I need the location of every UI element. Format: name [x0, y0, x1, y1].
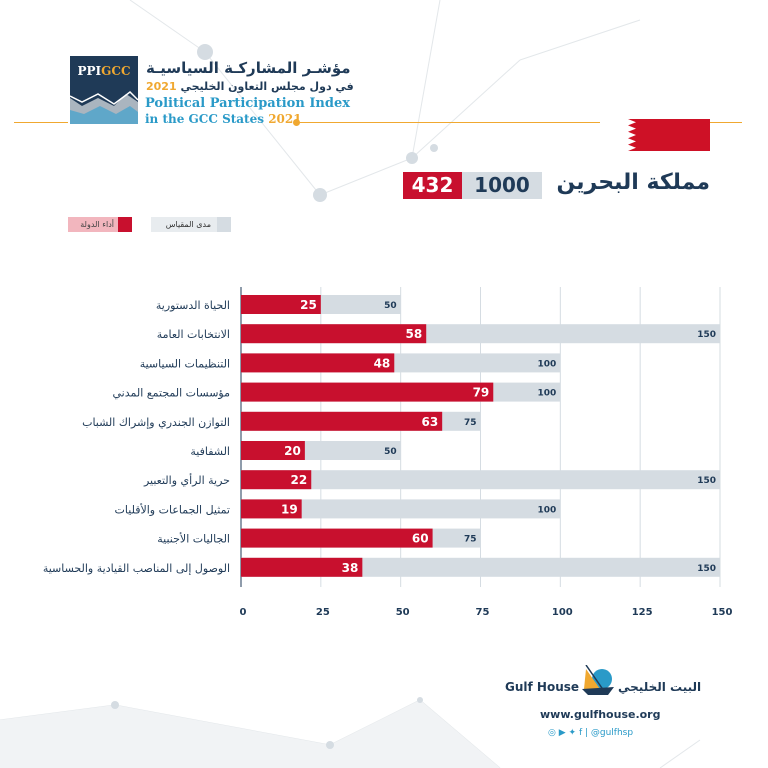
scale-value-label: 50	[384, 301, 397, 311]
state-value-label: 58	[406, 327, 423, 341]
instagram-icon[interactable]: ◎	[548, 728, 556, 738]
scale-value-label: 50	[384, 447, 397, 457]
x-tick-label: 125	[632, 607, 653, 618]
bahrain-flag-icon	[600, 119, 710, 151]
state-value-label: 48	[374, 356, 391, 370]
legend-swatch	[217, 217, 231, 232]
header-rule	[300, 122, 742, 123]
state-value-label: 19	[281, 502, 298, 516]
category-label: الانتخابات العامة	[157, 328, 230, 341]
scale-value-label: 100	[538, 505, 557, 515]
scale-bar	[241, 499, 561, 519]
legend-scale: مدى المقياس	[151, 217, 231, 232]
scale-total: 1000	[462, 172, 542, 199]
gulf-house-arabic: البيت الخليجي	[618, 680, 702, 694]
category-label: تمثيل الجماعات والأقليات	[115, 502, 230, 516]
x-tick-label: 50	[396, 607, 410, 618]
scale-value-label: 150	[697, 330, 716, 340]
state-value-label: 25	[300, 298, 317, 312]
social-links: ◎ ▶ ✦ f | @gulfhsp	[548, 728, 634, 738]
header-rule	[14, 122, 68, 123]
x-tick-label: 100	[552, 607, 573, 618]
state-bar	[241, 441, 305, 460]
scale-value-label: 100	[538, 389, 557, 399]
x-tick-label: 150	[712, 607, 733, 618]
state-value-label: 60	[412, 532, 429, 546]
category-label: حرية الرأي والتعبير	[143, 473, 230, 487]
x-tick-label: 0	[240, 607, 247, 618]
logo-graph-icon	[70, 91, 138, 124]
country-score: 432	[403, 172, 462, 199]
state-bar	[241, 324, 427, 344]
state-bar	[241, 528, 433, 548]
scale-bar	[241, 470, 720, 490]
category-label: الوصول إلى المناصب القيادية والحساسية	[43, 562, 230, 575]
state-value-label: 38	[342, 561, 359, 575]
country-name: مملكة البحرين	[556, 170, 710, 195]
scale-value-label: 75	[464, 535, 477, 545]
scale-value-label: 75	[464, 418, 477, 428]
gulf-house-logo-text: Gulf House	[505, 680, 580, 694]
legend-swatch	[118, 217, 132, 232]
category-label: الحياة الدستورية	[156, 299, 230, 312]
category-label: الجاليات الأجنبية	[157, 532, 230, 546]
scale-value-label: 150	[697, 564, 716, 574]
scale-value-label: 150	[697, 476, 716, 486]
category-label: التنظيمات السياسية	[140, 357, 230, 370]
state-value-label: 20	[284, 444, 301, 458]
legend-state: أداء الدولة	[68, 217, 132, 232]
website-link[interactable]: www.gulfhouse.org	[540, 708, 661, 721]
state-bar	[241, 557, 363, 577]
state-bar	[241, 382, 494, 402]
category-label: التوازن الجندري وإشراك الشباب	[82, 416, 230, 429]
bar-chart: 0 25 50 75 100 125 150 25 50 الحياة الدستورية 58 15…	[43, 287, 733, 618]
social-handle[interactable]: @gulfhsp	[590, 728, 634, 738]
scale-value-label: 100	[538, 359, 557, 369]
subtitle-english: in the GCC States 2021	[145, 112, 302, 126]
subtitle-arabic: في دول مجلس التعاون الخليجي 2021	[146, 80, 354, 93]
state-bar	[241, 411, 443, 431]
state-value-label: 79	[473, 386, 490, 400]
state-value-label: 63	[421, 415, 438, 429]
category-label: الشفافية	[190, 445, 230, 458]
state-value-label: 22	[291, 473, 308, 487]
category-label: مؤسسات المجتمع المدني	[113, 387, 231, 400]
title-english: Political Participation Index	[145, 96, 350, 111]
state-bar	[241, 353, 395, 373]
state-bar	[241, 499, 302, 519]
x-tick-label: 75	[476, 607, 490, 618]
state-bar	[241, 295, 321, 314]
twitter-icon[interactable]: ✦	[568, 728, 577, 738]
x-tick-label: 25	[316, 607, 330, 618]
state-bar	[241, 470, 312, 490]
facebook-icon[interactable]: f	[578, 728, 583, 738]
gulf-house-boat-icon	[582, 665, 614, 695]
ppigcc-logo: PPIGCC	[70, 56, 138, 124]
header-dot	[293, 119, 300, 126]
youtube-icon[interactable]: ▶	[558, 728, 566, 738]
title-arabic: مؤشـر المشاركـة السياسيـة	[146, 59, 351, 77]
